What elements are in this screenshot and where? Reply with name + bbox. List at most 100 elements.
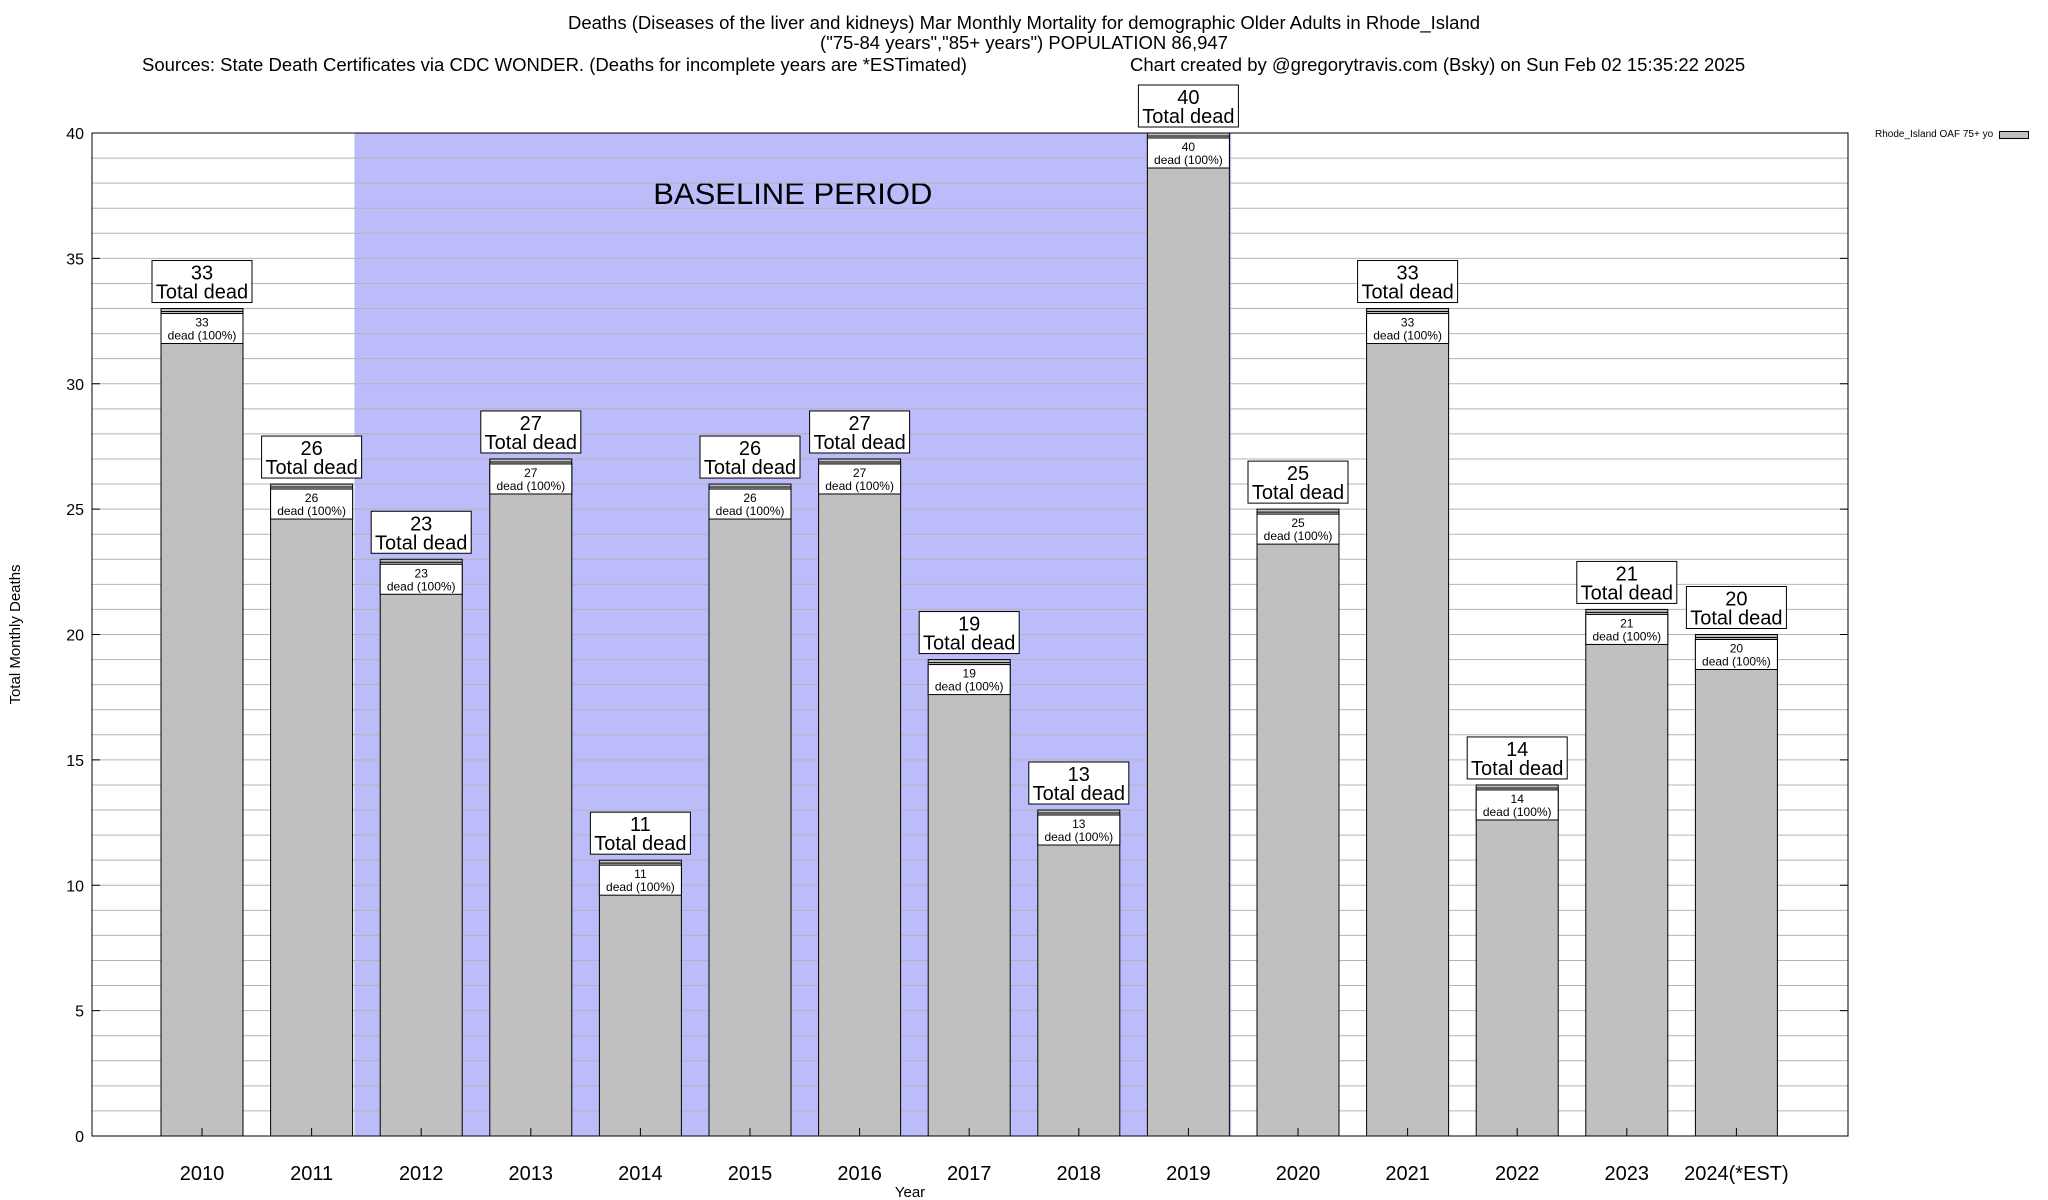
y-tick-label: 10 (66, 878, 84, 895)
x-tick-label: 2019 (1166, 1163, 1211, 1185)
bar-total-label: Total dead (265, 457, 357, 479)
bar-inner-box (270, 488, 354, 520)
bar-inner-value: 13 (1072, 817, 1086, 831)
bar-top-box (699, 435, 801, 479)
bar-top-box (1137, 84, 1239, 128)
bar-inner-box (1366, 313, 1450, 345)
bar-inner-value: 23 (415, 566, 429, 580)
bar (818, 458, 902, 1137)
bar-total-label: Total dead (1142, 106, 1234, 128)
x-tick-label: 2021 (1385, 1163, 1430, 1185)
bar (1694, 634, 1778, 1137)
bar-inner-label: dead (100%) (825, 479, 894, 493)
bar-total-label: Total dead (1690, 608, 1782, 630)
x-tick-label: 2024(*EST) (1684, 1163, 1789, 1185)
bar-inner-box (489, 463, 573, 495)
y-tick-label: 35 (66, 251, 84, 268)
x-tick-label: 2010 (180, 1163, 225, 1185)
bar-inner-box (1146, 137, 1230, 169)
bar-inner-box (379, 563, 463, 595)
bar-inner-label: dead (100%) (1264, 529, 1333, 543)
bar (1585, 608, 1669, 1137)
y-tick-label: 20 (66, 628, 84, 645)
y-tick-label: 5 (75, 1004, 84, 1021)
bar-inner-value: 27 (853, 466, 867, 480)
bar-value-label: 11 (630, 814, 651, 836)
bar-inner-value: 33 (1401, 316, 1415, 330)
bar (379, 558, 463, 1137)
x-tick-label: 2014 (618, 1163, 663, 1185)
bar-total-label: Total dead (1361, 282, 1453, 304)
bar-inner-label: dead (100%) (1044, 830, 1113, 844)
bar-top-box (1685, 586, 1787, 629)
x-tick-label: 2013 (509, 1163, 554, 1185)
bar-total-label: Total dead (704, 457, 796, 479)
bar-inner-box (598, 864, 682, 896)
bar (927, 659, 1011, 1137)
baseline-label: BASELINE PERIOD (653, 176, 932, 211)
x-tick-label: 2018 (1057, 1163, 1102, 1185)
bar (270, 483, 354, 1137)
bar-inner-box (818, 463, 902, 495)
bar (598, 859, 682, 1137)
bar-value-label: 21 (1616, 563, 1638, 585)
bar-value-label: 33 (191, 263, 213, 285)
bar-inner-box (1037, 814, 1121, 846)
bar-value-label: 14 (1506, 739, 1528, 761)
x-tick-label: 2015 (728, 1163, 773, 1185)
chart-subtitle: ("75-84 years","85+ years") POPULATION 8… (820, 32, 1228, 53)
y-axis-label: Total Monthly Deaths (7, 564, 24, 704)
x-tick-label: 2016 (837, 1163, 882, 1185)
bar (160, 308, 244, 1137)
bar (1475, 784, 1559, 1137)
bar-value-label: 27 (520, 413, 542, 435)
bar-top-box (151, 260, 253, 304)
bar (1146, 132, 1230, 1137)
bar-top-box (480, 410, 582, 454)
bar-value-label: 13 (1068, 764, 1090, 786)
y-tick-label: 0 (75, 1129, 84, 1146)
bar-total-label: Total dead (1471, 758, 1563, 780)
bar-top-box (1576, 560, 1678, 604)
x-tick-label: 2011 (290, 1163, 333, 1185)
bar-inner-box (1256, 513, 1340, 545)
bar-total-label: Total dead (485, 432, 577, 454)
bar-inner-label: dead (100%) (1373, 329, 1442, 343)
bar-value-label: 25 (1287, 463, 1309, 485)
x-tick-label: 2023 (1605, 1163, 1650, 1185)
bar-inner-box (1585, 613, 1669, 645)
bar-top-box (1247, 460, 1349, 504)
bar-top-box (370, 510, 472, 554)
bar-inner-value: 33 (195, 316, 209, 330)
x-tick-label: 2012 (399, 1163, 444, 1185)
y-tick-label: 15 (66, 753, 84, 770)
bar-inner-box (1475, 789, 1559, 821)
bar-inner-value: 11 (634, 867, 647, 881)
bar-top-box (589, 811, 691, 855)
bar-inner-label: dead (100%) (606, 880, 675, 894)
bar (1366, 308, 1450, 1137)
bar-value-label: 27 (848, 413, 870, 435)
chart-credit: Chart created by @gregorytravis.com (Bsk… (1130, 54, 1746, 75)
x-tick-label: 2017 (947, 1163, 992, 1185)
bar-top-box (809, 410, 911, 454)
bar-total-label: Total dead (594, 833, 686, 855)
bar-value-label: 26 (739, 438, 761, 460)
bar-value-label: 40 (1177, 87, 1199, 109)
bar-value-label: 19 (958, 614, 980, 636)
bar-top-box (1466, 736, 1568, 780)
bar-total-label: Total dead (1033, 783, 1125, 805)
chart-sources: Sources: State Death Certificates via CD… (142, 54, 967, 75)
bar-inner-label: dead (100%) (277, 504, 346, 518)
bar-inner-label: dead (100%) (1154, 153, 1223, 167)
bar-inner-value: 25 (1291, 516, 1305, 530)
bar (1037, 809, 1121, 1137)
bar-total-label: Total dead (923, 633, 1015, 655)
x-tick-label: 2020 (1276, 1163, 1321, 1185)
chart-title: Deaths (Diseases of the liver and kidney… (567, 12, 1481, 33)
bar-inner-label: dead (100%) (935, 680, 1004, 694)
bar-value-label: 33 (1396, 263, 1418, 285)
bar-value-label: 20 (1725, 589, 1747, 611)
bar-top-box (918, 611, 1020, 655)
